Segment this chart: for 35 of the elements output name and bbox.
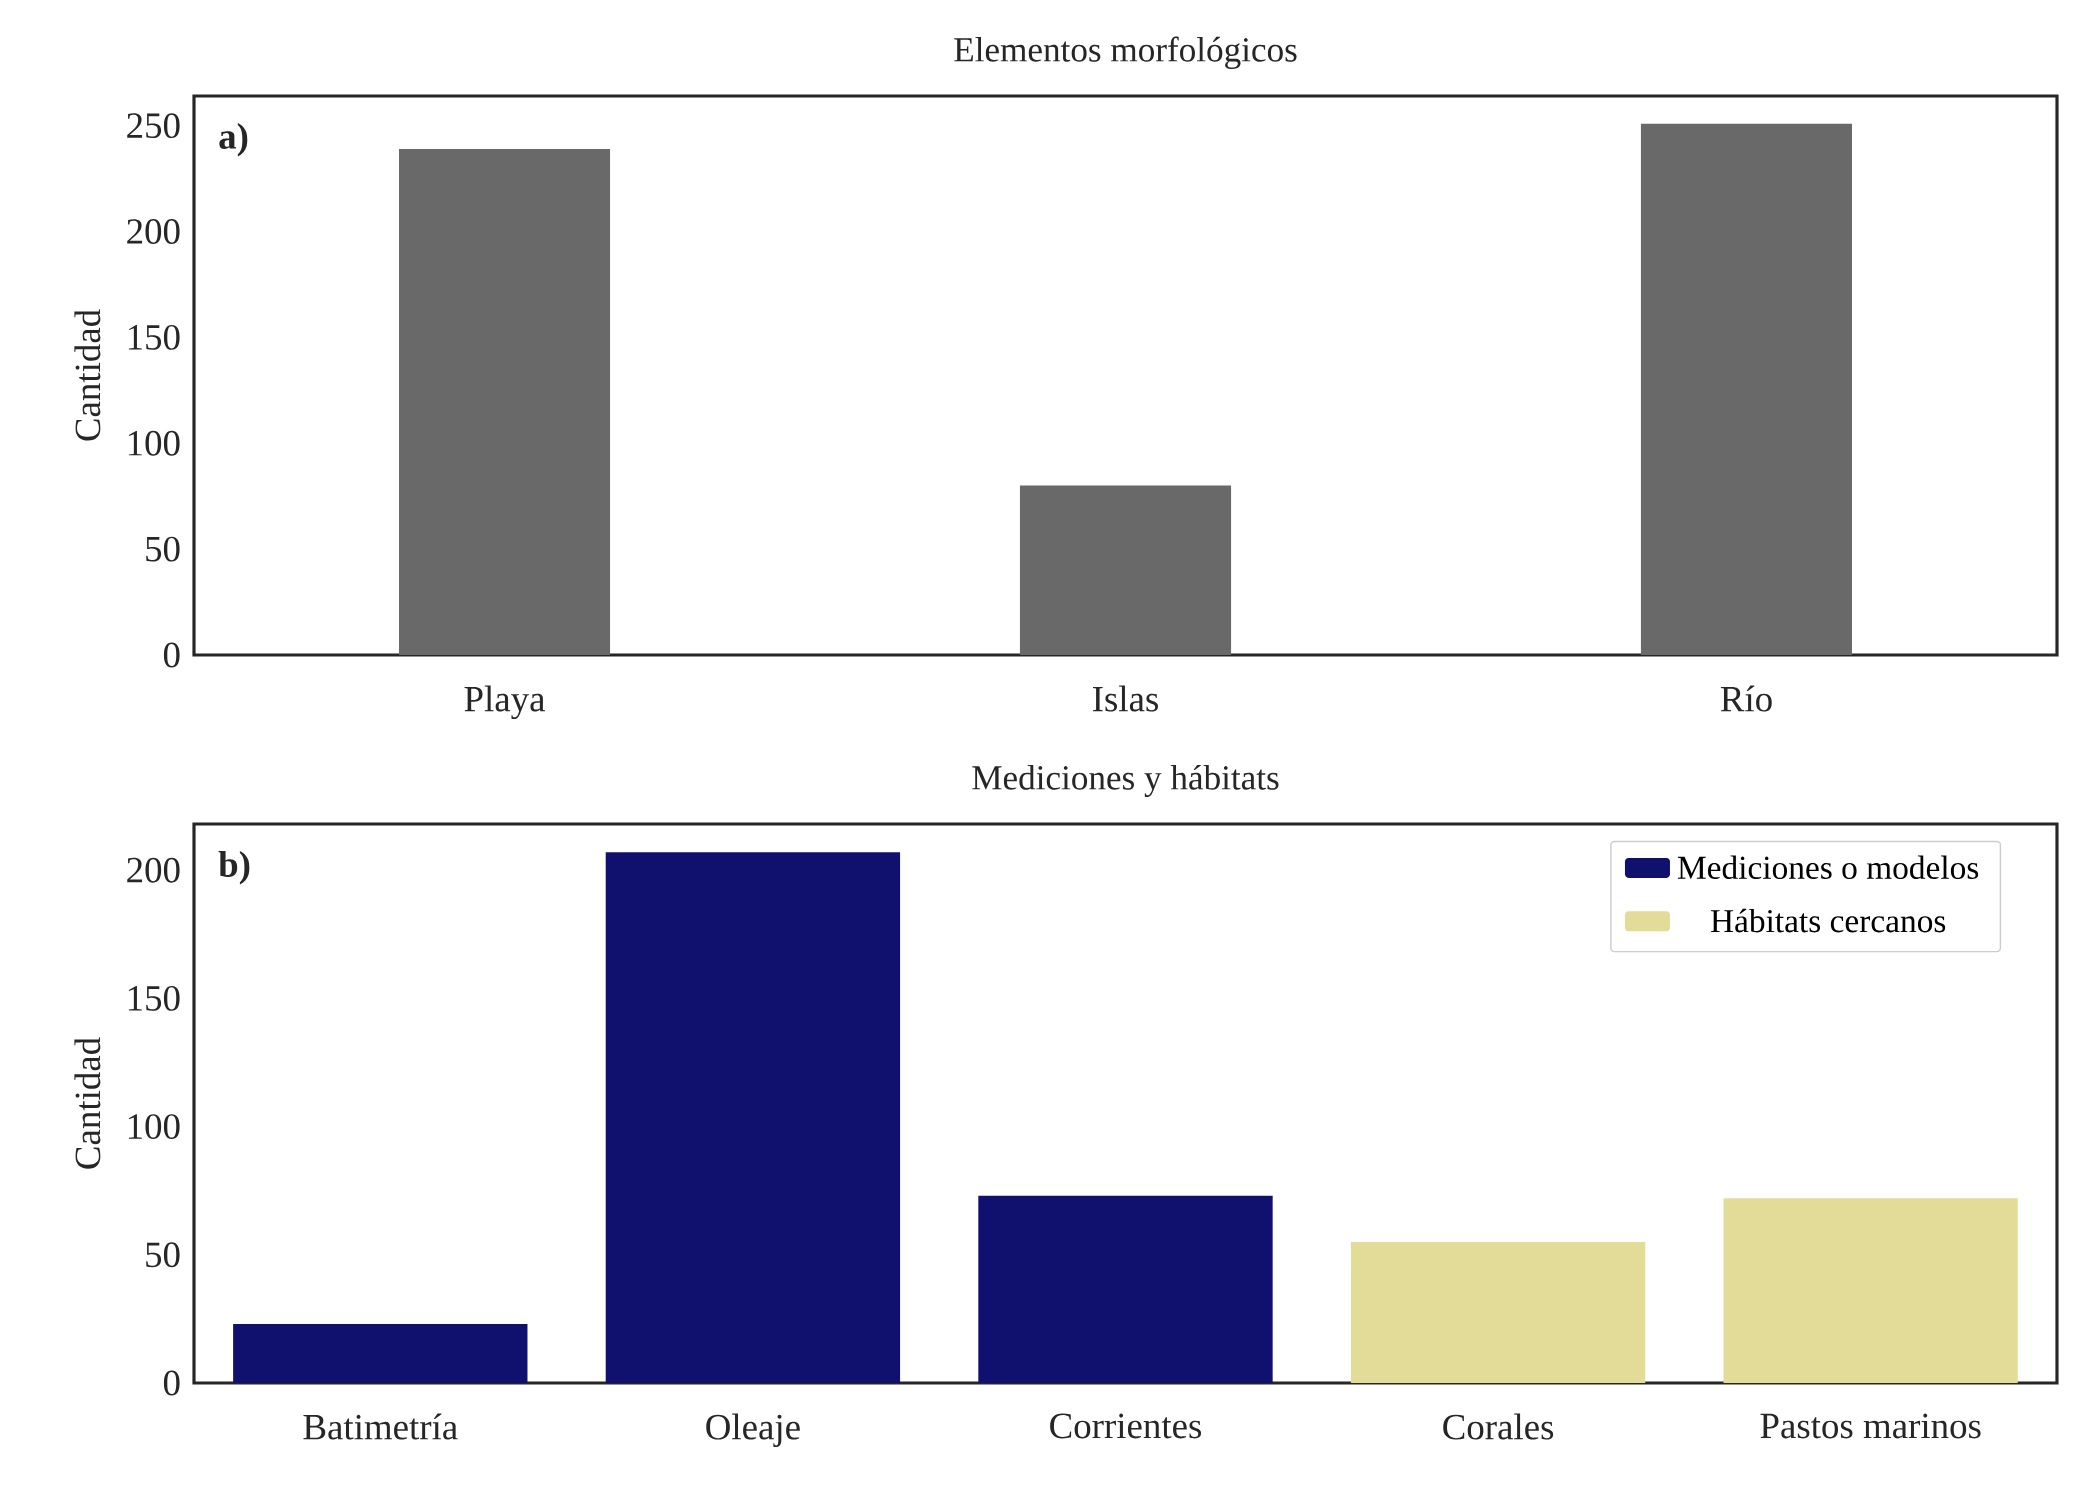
bar xyxy=(398,148,611,655)
y-axis-title: Cantidad xyxy=(74,309,101,441)
chart-title: Mediciones y hábitats xyxy=(972,764,1279,797)
annotation: b) xyxy=(218,851,250,885)
y-tick-label: 200 xyxy=(127,857,180,883)
y-tick-label: 150 xyxy=(128,985,180,1011)
bar xyxy=(233,1324,528,1383)
y-tick-label: 0 xyxy=(163,642,180,668)
x-tick-label: Batimetría xyxy=(303,1413,458,1440)
y-tick-label: 200 xyxy=(127,219,180,244)
x-tick-label: Islas xyxy=(1093,685,1158,712)
bar xyxy=(1640,123,1853,655)
x-tick-label: Pastos marinos xyxy=(1760,1413,1981,1439)
annotation: a) xyxy=(219,123,248,157)
bar xyxy=(605,852,901,1383)
x-tick-label: Corales xyxy=(1443,1413,1554,1440)
y-tick-label: 100 xyxy=(128,430,180,456)
y-axis-title: Cantidad xyxy=(74,1037,101,1169)
y-tick-label: 0 xyxy=(163,1370,180,1396)
bar xyxy=(978,1195,1273,1383)
y-tick-label: 150 xyxy=(128,324,180,350)
x-tick-label: Corrientes xyxy=(1050,1413,1202,1439)
x-tick-label: Playa xyxy=(464,685,545,720)
legend-label: Hábitats cercanos xyxy=(1710,908,1946,933)
y-tick-label: 50 xyxy=(146,1242,180,1268)
x-tick-label: Río xyxy=(1720,685,1772,712)
bar xyxy=(1723,1198,2018,1383)
bar xyxy=(1350,1241,1646,1383)
legend-label: Mediciones o modelos xyxy=(1677,855,1979,880)
y-tick-label: 50 xyxy=(146,536,180,562)
bar xyxy=(1019,485,1232,655)
y-tick-label: 250 xyxy=(127,113,180,139)
x-tick-label: Oleaje xyxy=(706,1413,800,1448)
y-tick-label: 100 xyxy=(128,1114,180,1140)
chart-title: Elementos morfológicos xyxy=(954,36,1297,69)
